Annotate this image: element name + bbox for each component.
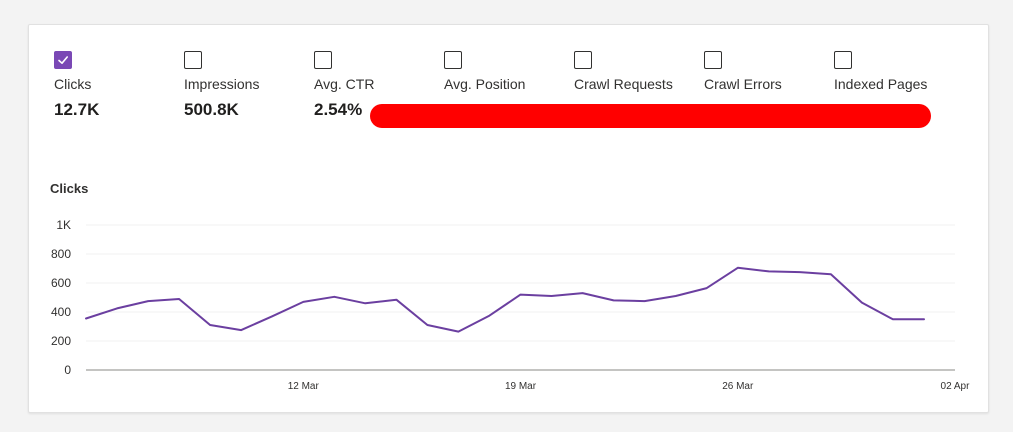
data-point[interactable] (391, 295, 401, 305)
x-tick-label: 26 Mar (722, 381, 754, 392)
data-point[interactable] (795, 267, 805, 277)
x-axis-labels: 12 Mar 19 Mar 26 Mar 02 Apr (288, 381, 970, 392)
y-tick-label: 400 (51, 305, 71, 319)
checkmark-icon (58, 56, 68, 64)
metric-label-crawl-requests: Crawl Requests (574, 76, 673, 92)
performance-card: Clicks 12.7K Impressions 500.8K Avg. CTR… (28, 24, 989, 413)
y-tick-label: 800 (51, 247, 71, 261)
y-tick-label: 600 (51, 276, 71, 290)
chart-series (81, 263, 929, 337)
metric-checkbox-crawl-errors[interactable] (704, 51, 722, 69)
metric-checkbox-crawl-requests[interactable] (574, 51, 592, 69)
metric-label-crawl-errors: Crawl Errors (704, 76, 782, 92)
y-tick-label: 1K (56, 218, 71, 232)
data-point[interactable] (857, 298, 867, 308)
y-tick-label: 200 (51, 334, 71, 348)
data-point[interactable] (112, 303, 122, 313)
clicks-line-chart: 0 200 400 600 800 1K 12 Mar 19 Mar 26 Mar 02 Apr (51, 218, 970, 392)
data-point[interactable] (516, 290, 526, 300)
metric-checkbox-impressions[interactable] (184, 51, 202, 69)
data-point[interactable] (267, 311, 277, 321)
chart-title: Clicks (50, 181, 89, 196)
metric-checkbox-avg-ctr[interactable] (314, 51, 332, 69)
metric-label-impressions: Impressions (184, 76, 260, 92)
data-point[interactable] (453, 327, 463, 337)
data-point[interactable] (609, 295, 619, 305)
data-point[interactable] (205, 320, 215, 330)
metric-avg-position[interactable]: Avg. Position (444, 51, 525, 92)
data-point[interactable] (764, 266, 774, 276)
data-point[interactable] (81, 314, 91, 324)
data-point[interactable] (733, 263, 743, 273)
metric-crawl-errors[interactable]: Crawl Errors (704, 51, 782, 92)
metric-checkbox-avg-position[interactable] (444, 51, 462, 69)
metric-indexed-pages[interactable]: Indexed Pages (834, 51, 927, 92)
data-point[interactable] (174, 294, 184, 304)
metric-avg-ctr[interactable]: Avg. CTR 2.54% (314, 51, 374, 120)
metric-label-indexed-pages: Indexed Pages (834, 76, 928, 92)
data-point[interactable] (360, 298, 370, 308)
metric-label-avg-position: Avg. Position (444, 76, 526, 92)
data-point[interactable] (578, 288, 588, 298)
metric-selector: Clicks 12.7K Impressions 500.8K Avg. CTR… (29, 25, 988, 145)
metric-clicks[interactable]: Clicks 12.7K (54, 51, 99, 120)
metric-checkbox-indexed-pages[interactable] (834, 51, 852, 69)
clicks-series-line (85, 266, 925, 333)
metric-value-impressions: 500.8K (184, 100, 239, 119)
data-point[interactable] (547, 291, 557, 301)
chart-gridlines (86, 224, 955, 371)
metric-crawl-requests[interactable]: Crawl Requests (574, 51, 673, 92)
data-point[interactable] (422, 320, 432, 330)
data-point[interactable] (640, 296, 650, 306)
data-point[interactable] (888, 314, 898, 324)
data-point[interactable] (702, 283, 712, 293)
y-tick-label: 0 (64, 363, 71, 377)
data-point[interactable] (143, 296, 153, 306)
data-point[interactable] (329, 292, 339, 302)
metric-label-avg-ctr: Avg. CTR (314, 76, 375, 92)
metric-value-avg-ctr: 2.54% (314, 100, 363, 119)
data-point[interactable] (826, 269, 836, 279)
data-point[interactable] (236, 325, 246, 335)
data-point[interactable] (671, 291, 681, 301)
metric-checkbox-clicks[interactable] (54, 51, 72, 69)
x-tick-label: 19 Mar (505, 381, 537, 392)
x-tick-label: 12 Mar (288, 381, 320, 392)
metric-impressions[interactable]: Impressions 500.8K (184, 51, 259, 120)
data-point[interactable] (484, 311, 494, 321)
data-point[interactable] (919, 314, 929, 324)
data-point[interactable] (298, 297, 308, 307)
metric-label-clicks: Clicks (54, 76, 92, 92)
x-tick-label: 02 Apr (941, 381, 971, 392)
metric-value-clicks: 12.7K (54, 100, 100, 119)
redaction-bar (370, 104, 931, 128)
y-axis-labels: 0 200 400 600 800 1K (51, 218, 71, 377)
